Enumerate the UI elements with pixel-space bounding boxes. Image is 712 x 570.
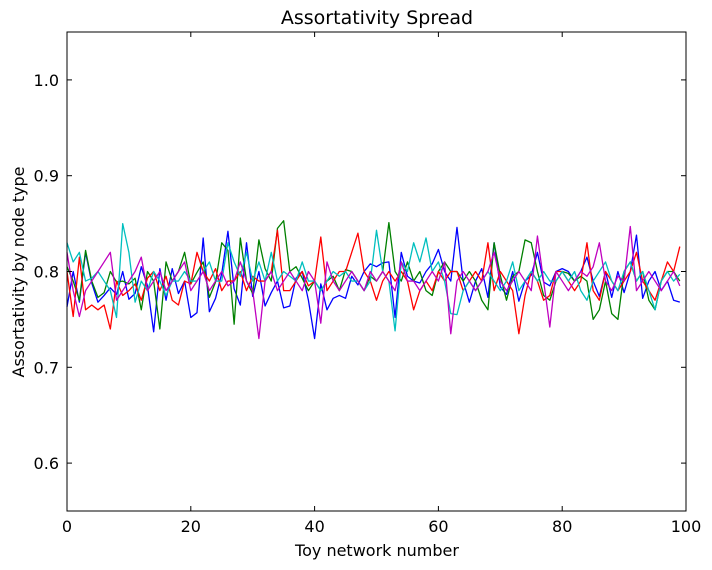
y-tick-label: 0.8 <box>34 263 59 282</box>
x-tick-label: 20 <box>181 517 201 536</box>
y-tick-label: 0.9 <box>34 167 59 186</box>
y-tick-label: 0.7 <box>34 358 59 377</box>
x-tick-label: 80 <box>552 517 572 536</box>
y-axis: 0.6 0.7 0.8 0.9 1.0 <box>34 71 686 473</box>
x-tick-label: 60 <box>428 517 448 536</box>
series-line-4 <box>66 222 681 332</box>
series-layer <box>66 220 681 340</box>
y-axis-label: Assortativity by node type <box>9 167 28 378</box>
x-axis: 0 20 40 60 80 100 <box>62 32 701 536</box>
x-axis-label: Toy network number <box>294 541 459 560</box>
y-tick-label: 0.6 <box>34 454 59 473</box>
x-tick-label: 0 <box>62 517 72 536</box>
x-tick-label: 40 <box>304 517 324 536</box>
series-line-5 <box>66 225 681 340</box>
series-line-2 <box>66 220 681 330</box>
chart-title: Assortativity Spread <box>281 7 473 29</box>
x-tick-label: 100 <box>671 517 702 536</box>
y-tick-label: 1.0 <box>34 71 59 90</box>
